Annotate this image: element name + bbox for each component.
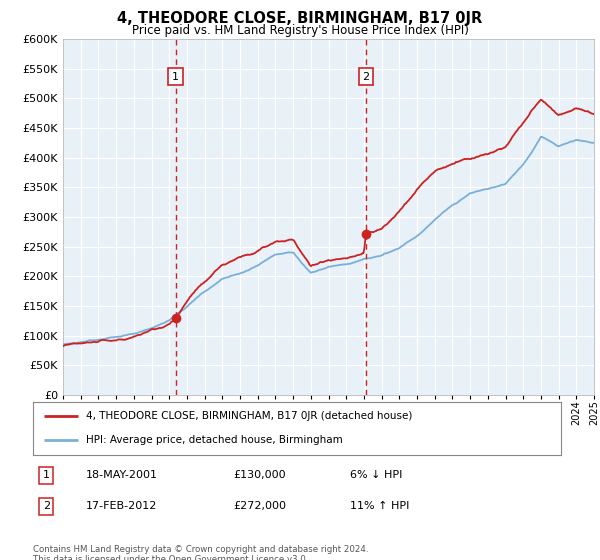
- Text: HPI: Average price, detached house, Birmingham: HPI: Average price, detached house, Birm…: [86, 435, 343, 445]
- Text: 1: 1: [172, 72, 179, 82]
- Text: 18-MAY-2001: 18-MAY-2001: [86, 470, 158, 480]
- Text: 4, THEODORE CLOSE, BIRMINGHAM, B17 0JR: 4, THEODORE CLOSE, BIRMINGHAM, B17 0JR: [118, 11, 482, 26]
- Text: 6% ↓ HPI: 6% ↓ HPI: [350, 470, 402, 480]
- Text: Price paid vs. HM Land Registry's House Price Index (HPI): Price paid vs. HM Land Registry's House …: [131, 24, 469, 36]
- Text: £130,000: £130,000: [233, 470, 286, 480]
- Text: 17-FEB-2012: 17-FEB-2012: [86, 501, 157, 511]
- Text: Contains HM Land Registry data © Crown copyright and database right 2024.
This d: Contains HM Land Registry data © Crown c…: [33, 545, 368, 560]
- Text: 2: 2: [43, 501, 50, 511]
- Text: 4, THEODORE CLOSE, BIRMINGHAM, B17 0JR (detached house): 4, THEODORE CLOSE, BIRMINGHAM, B17 0JR (…: [86, 412, 412, 422]
- Text: 1: 1: [43, 470, 50, 480]
- Text: 11% ↑ HPI: 11% ↑ HPI: [350, 501, 409, 511]
- Text: £272,000: £272,000: [233, 501, 287, 511]
- Text: 2: 2: [362, 72, 370, 82]
